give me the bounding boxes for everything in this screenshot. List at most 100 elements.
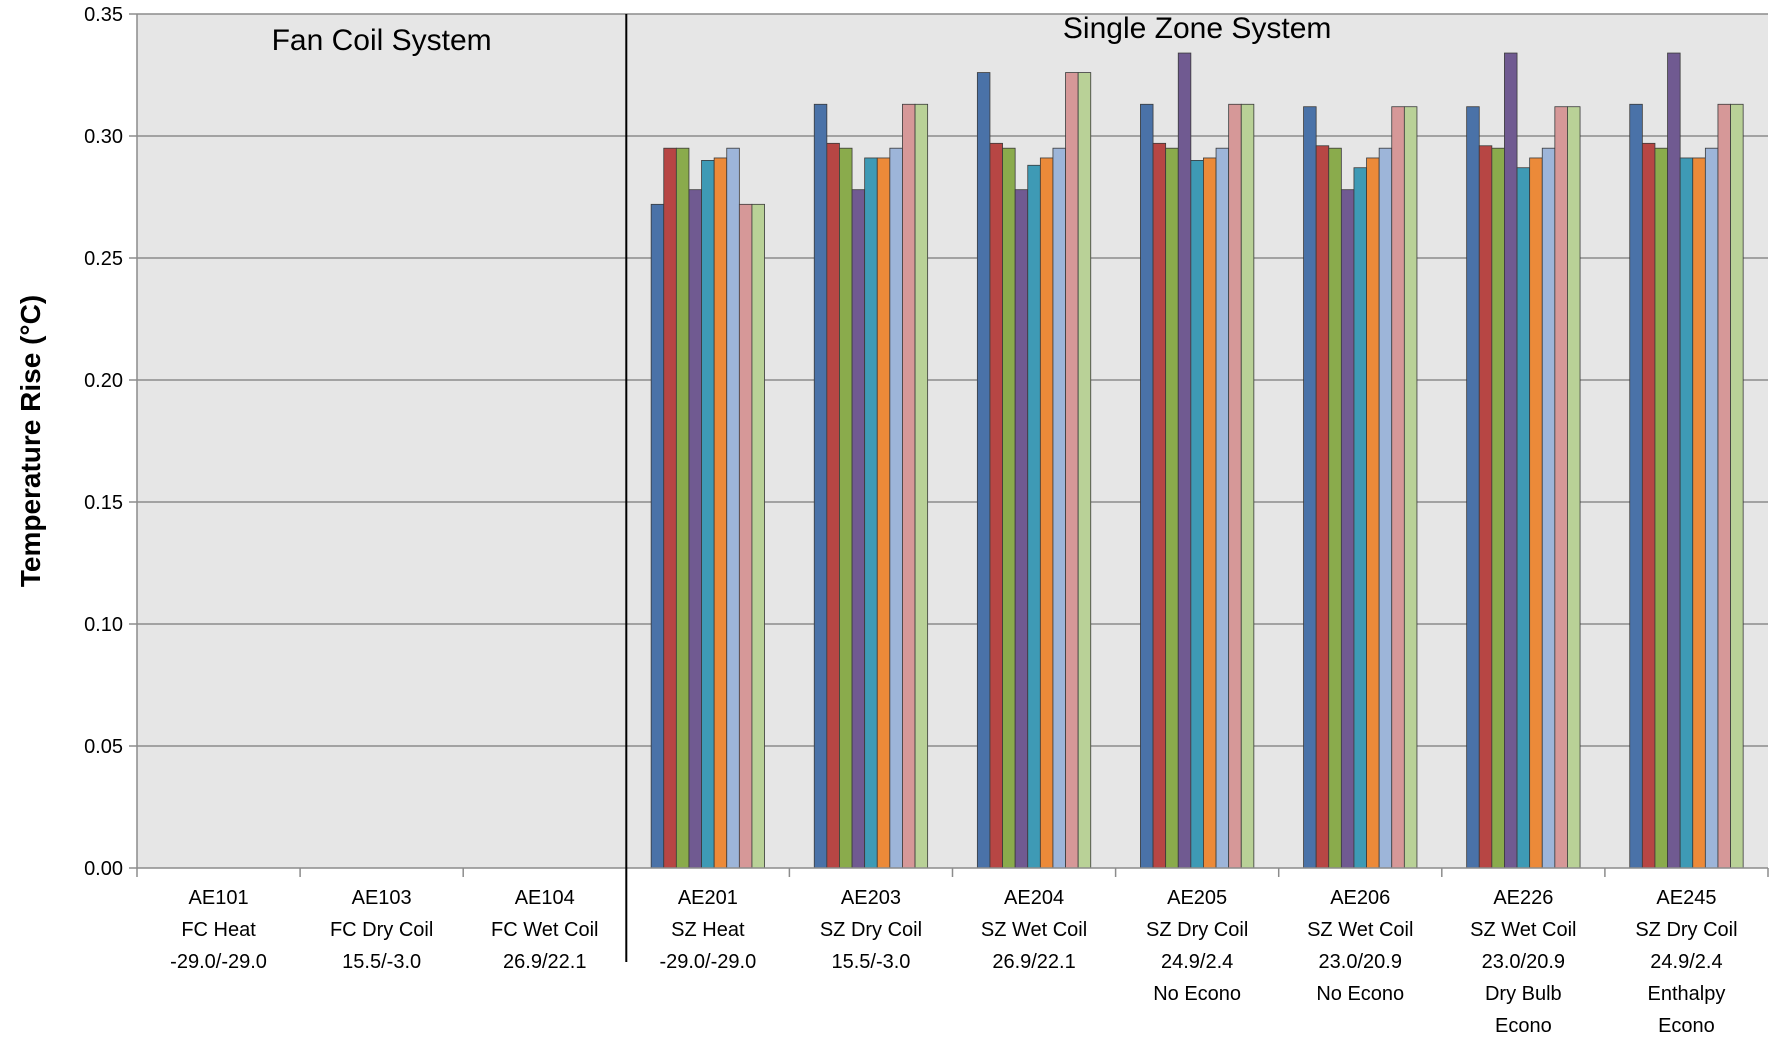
bar xyxy=(1554,106,1568,869)
bar xyxy=(1403,106,1418,869)
x-tick-label-line: 26.9/22.1 xyxy=(503,951,586,973)
x-tick-label-line: -29.0/-29.0 xyxy=(659,951,756,973)
bar xyxy=(1077,72,1092,869)
x-tick-label: AE101 FC Heat -29.0/-29.0 xyxy=(170,887,267,973)
bar xyxy=(1704,147,1719,869)
bar xyxy=(1165,147,1179,869)
bar xyxy=(1240,103,1255,869)
bar xyxy=(650,203,665,869)
bar xyxy=(1228,103,1242,869)
x-tick-label-line: FC Heat xyxy=(181,919,256,941)
bar xyxy=(1391,106,1405,869)
x-tick-label-line: Econo xyxy=(1658,1015,1715,1037)
bar xyxy=(675,147,690,869)
x-tick-label-line: AE204 xyxy=(1004,887,1064,909)
x-tick-label-line: 26.9/22.1 xyxy=(992,951,1075,973)
bar xyxy=(1366,157,1380,869)
bar xyxy=(738,203,753,869)
bar xyxy=(1190,159,1204,869)
x-tick-label-line: AE226 xyxy=(1493,887,1553,909)
bar xyxy=(826,142,840,869)
bar xyxy=(1052,147,1066,869)
section-label: Fan Coil System xyxy=(272,24,492,57)
bar xyxy=(1378,147,1393,869)
x-tick-label-line: SZ Dry Coil xyxy=(1635,919,1737,941)
bar xyxy=(1065,72,1079,869)
bar xyxy=(864,157,878,869)
bar xyxy=(1328,147,1342,869)
bar xyxy=(1014,189,1029,869)
x-tick-label-line: SZ Wet Coil xyxy=(981,919,1087,941)
x-tick-label-line: 15.5/-3.0 xyxy=(831,951,910,973)
y-tick-label: 0.10 xyxy=(84,614,123,636)
y-tick-label: 0.05 xyxy=(84,736,123,758)
x-tick-label-line: 15.5/-3.0 xyxy=(342,951,421,973)
x-tick-label-line: AE203 xyxy=(841,887,901,909)
x-tick-label-line: AE206 xyxy=(1330,887,1390,909)
x-tick-label-line: AE201 xyxy=(678,887,738,909)
bar xyxy=(1340,189,1355,869)
x-tick-label-line: -29.0/-29.0 xyxy=(170,951,267,973)
x-tick-label: AE204 SZ Wet Coil 26.9/22.1 xyxy=(981,887,1087,973)
bar xyxy=(1203,157,1217,869)
section-labels: Fan Coil System Single Zone System xyxy=(272,12,1332,57)
x-tick-label-line: SZ Wet Coil xyxy=(1307,919,1413,941)
bars xyxy=(650,52,1744,869)
x-tick-labels: AE101 FC Heat -29.0/-29.0 AE103 FC Dry Coil 1… xyxy=(170,887,1737,1037)
bar xyxy=(1541,147,1556,869)
y-tick-label: 0.20 xyxy=(84,370,123,392)
section-label: Single Zone System xyxy=(1063,12,1331,45)
x-tick-label-line: Econo xyxy=(1495,1015,1552,1037)
bar xyxy=(1679,157,1694,869)
x-tick-label: AE205 SZ Dry Coil 24.9/2.4 No Econo xyxy=(1146,887,1248,1005)
bar xyxy=(1177,52,1192,869)
bar xyxy=(1027,164,1041,869)
x-tick-label-line: FC Dry Coil xyxy=(330,919,433,941)
bar xyxy=(989,142,1003,869)
x-tick-label-line: AE245 xyxy=(1656,887,1716,909)
bar xyxy=(1504,52,1518,869)
x-tick-label-line: No Econo xyxy=(1316,983,1404,1005)
bar xyxy=(688,189,702,869)
y-tick-label: 0.00 xyxy=(84,858,123,880)
x-tick-label: AE103 FC Dry Coil 15.5/-3.0 xyxy=(330,887,433,973)
x-tick-label-line: AE104 xyxy=(515,887,575,909)
x-tick-label: AE206 SZ Wet Coil 23.0/20.9 No Econo xyxy=(1307,887,1413,1005)
bar xyxy=(726,147,740,869)
bar xyxy=(1692,157,1706,869)
y-tick-label: 0.30 xyxy=(84,126,123,148)
bar xyxy=(1717,103,1731,869)
x-tick-label-line: FC Wet Coil xyxy=(491,919,598,941)
bar xyxy=(1730,103,1744,869)
x-tick-label-line: Enthalpy xyxy=(1648,983,1726,1005)
bar xyxy=(1529,157,1543,869)
x-tick-label-line: 23.0/20.9 xyxy=(1482,951,1565,973)
x-tick-label: AE201 SZ Heat -29.0/-29.0 xyxy=(659,887,756,973)
bar xyxy=(701,159,715,869)
x-tick-label-line: AE101 xyxy=(189,887,249,909)
y-tick-label: 0.15 xyxy=(84,492,123,514)
bar xyxy=(1641,142,1656,869)
bar xyxy=(976,72,991,869)
bar xyxy=(1039,157,1054,869)
y-tick-label: 0.25 xyxy=(84,248,123,270)
bar xyxy=(1315,145,1330,869)
x-tick-label-line: AE205 xyxy=(1167,887,1227,909)
x-tick-label: AE245 SZ Dry Coil 24.9/2.4 Enthalpy Econo xyxy=(1635,887,1737,1037)
bar xyxy=(1491,147,1505,869)
x-tick-label-line: SZ Heat xyxy=(671,919,745,941)
y-tick-labels: 0.00 0.05 0.10 0.15 0.20 0.25 0.30 0.35 xyxy=(84,4,123,880)
bar xyxy=(1140,103,1154,869)
bar xyxy=(1353,167,1367,869)
bar xyxy=(1152,142,1167,869)
y-tick-label: 0.35 xyxy=(84,4,123,26)
bar xyxy=(713,157,728,869)
bar xyxy=(902,103,916,869)
bar xyxy=(851,189,866,869)
bar xyxy=(1654,147,1668,869)
bar xyxy=(839,147,853,869)
bar xyxy=(663,147,677,869)
x-tick-label-line: 23.0/20.9 xyxy=(1319,951,1402,973)
x-tick-label: AE203 SZ Dry Coil 15.5/-3.0 xyxy=(820,887,922,973)
x-tick-label-line: Dry Bulb xyxy=(1485,983,1562,1005)
